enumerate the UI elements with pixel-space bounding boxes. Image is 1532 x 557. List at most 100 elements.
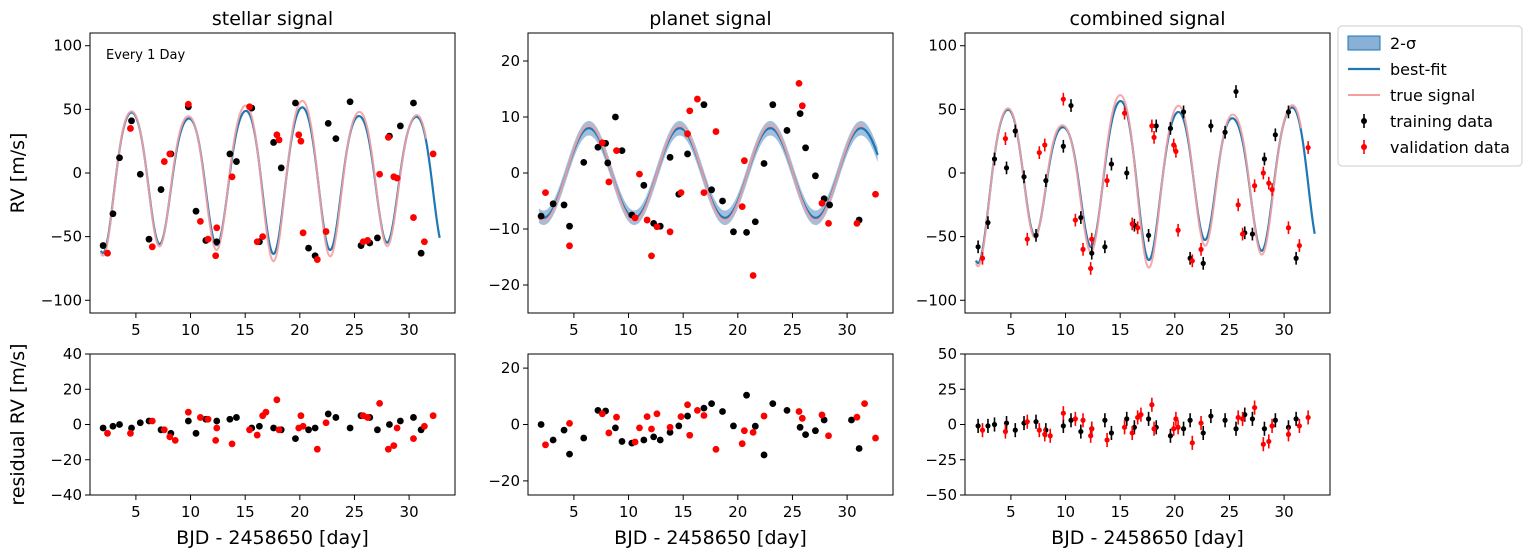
validation-point [322,228,330,235]
validation-point [598,410,606,418]
training-point [192,207,200,215]
validation-point [760,412,768,420]
validation-point [1042,142,1048,148]
validation-point [1129,221,1135,227]
training-point [1261,156,1268,162]
validation-point [648,425,655,433]
x-tick-label: 30 [1275,321,1294,339]
x-tick-label: 15 [674,503,693,521]
validation-point [1151,426,1157,432]
two-sigma-band [538,120,878,226]
training-point [233,414,240,421]
training-point [386,421,393,428]
training-point [855,445,863,452]
validation-point [1121,110,1128,116]
y-tick-label: 20 [501,359,520,377]
legend-label: training data [1390,112,1493,131]
validation-point [275,426,283,434]
y-tick-label: −10 [488,220,520,238]
training-point [332,135,340,143]
validation-point [104,249,111,257]
validation-point [421,422,428,430]
validation-point [160,426,168,434]
validation-point [1239,416,1246,422]
validation-point [636,424,643,432]
training-point [1222,417,1228,423]
training-point [1145,416,1152,422]
training-point [1208,123,1214,129]
validation-point [1047,433,1053,439]
training-point [975,423,981,429]
training-point [985,423,991,429]
validation-point [700,412,708,419]
training-point [128,117,135,125]
legend-swatch-point [1361,118,1367,124]
training-point [226,150,234,158]
x-tick-label: 20 [290,321,309,339]
validation-point [1173,416,1179,422]
validation-point [1260,441,1266,447]
validation-point [738,440,746,448]
x-tick-label: 20 [1165,503,1184,521]
training-point [566,222,573,230]
validation-point [684,401,691,409]
x-tick-label: 10 [619,321,638,339]
validation-point [364,414,371,421]
training-point [1249,231,1256,237]
validation-point [148,417,156,425]
legend-label: 2-σ [1390,34,1416,53]
panel-planet-top: 5 10 15 20 25 30 −20 −10 0 10 20 planet signal [488,8,894,339]
validation-point [1266,438,1272,445]
validation-point [1285,431,1292,437]
training-point [292,99,299,107]
x-tick-label: 5 [1006,503,1016,521]
validation-point [1080,246,1086,252]
validation-point [376,399,383,407]
validation-point [184,100,192,108]
training-point [1285,109,1292,115]
axis-frame [527,353,894,496]
best-fit-line [99,106,441,256]
legend-entry: training data [1361,112,1493,131]
validation-point [1080,417,1086,423]
training-point [783,127,791,134]
training-point [136,170,144,178]
validation-point [1296,423,1303,429]
plot-area [99,98,441,263]
training-point [666,428,674,436]
training-point [374,234,381,242]
validation-point [636,170,643,178]
validation-point [693,95,701,103]
validation-point [1305,144,1311,151]
validation-point [566,419,573,427]
validation-point [273,396,281,404]
validation-point [127,429,134,437]
training-point [255,422,263,430]
training-point [1145,232,1152,238]
training-point [675,422,683,430]
validation-point [429,150,437,158]
validation-point [410,435,417,442]
validation-point [686,431,694,439]
training-point [1102,417,1108,423]
training-point [1208,413,1214,419]
legend-label: validation data [1390,138,1510,157]
training-point [1021,174,1027,180]
y-tick-label: 10 [501,108,520,126]
training-point [1060,423,1066,429]
validation-point [364,237,371,244]
plot-area [975,397,1311,452]
training-point [1187,417,1193,423]
true-signal-line [100,99,428,263]
validation-point [861,400,868,408]
validation-point [393,424,401,432]
training-point [1272,132,1278,138]
validation-point [299,229,307,237]
validation-point [393,174,401,182]
validation-point [1089,236,1095,242]
validation-point [1175,227,1181,233]
training-point [560,426,568,434]
y-tick-label: 20 [501,52,520,70]
training-point [396,122,404,130]
training-point [1233,426,1239,432]
